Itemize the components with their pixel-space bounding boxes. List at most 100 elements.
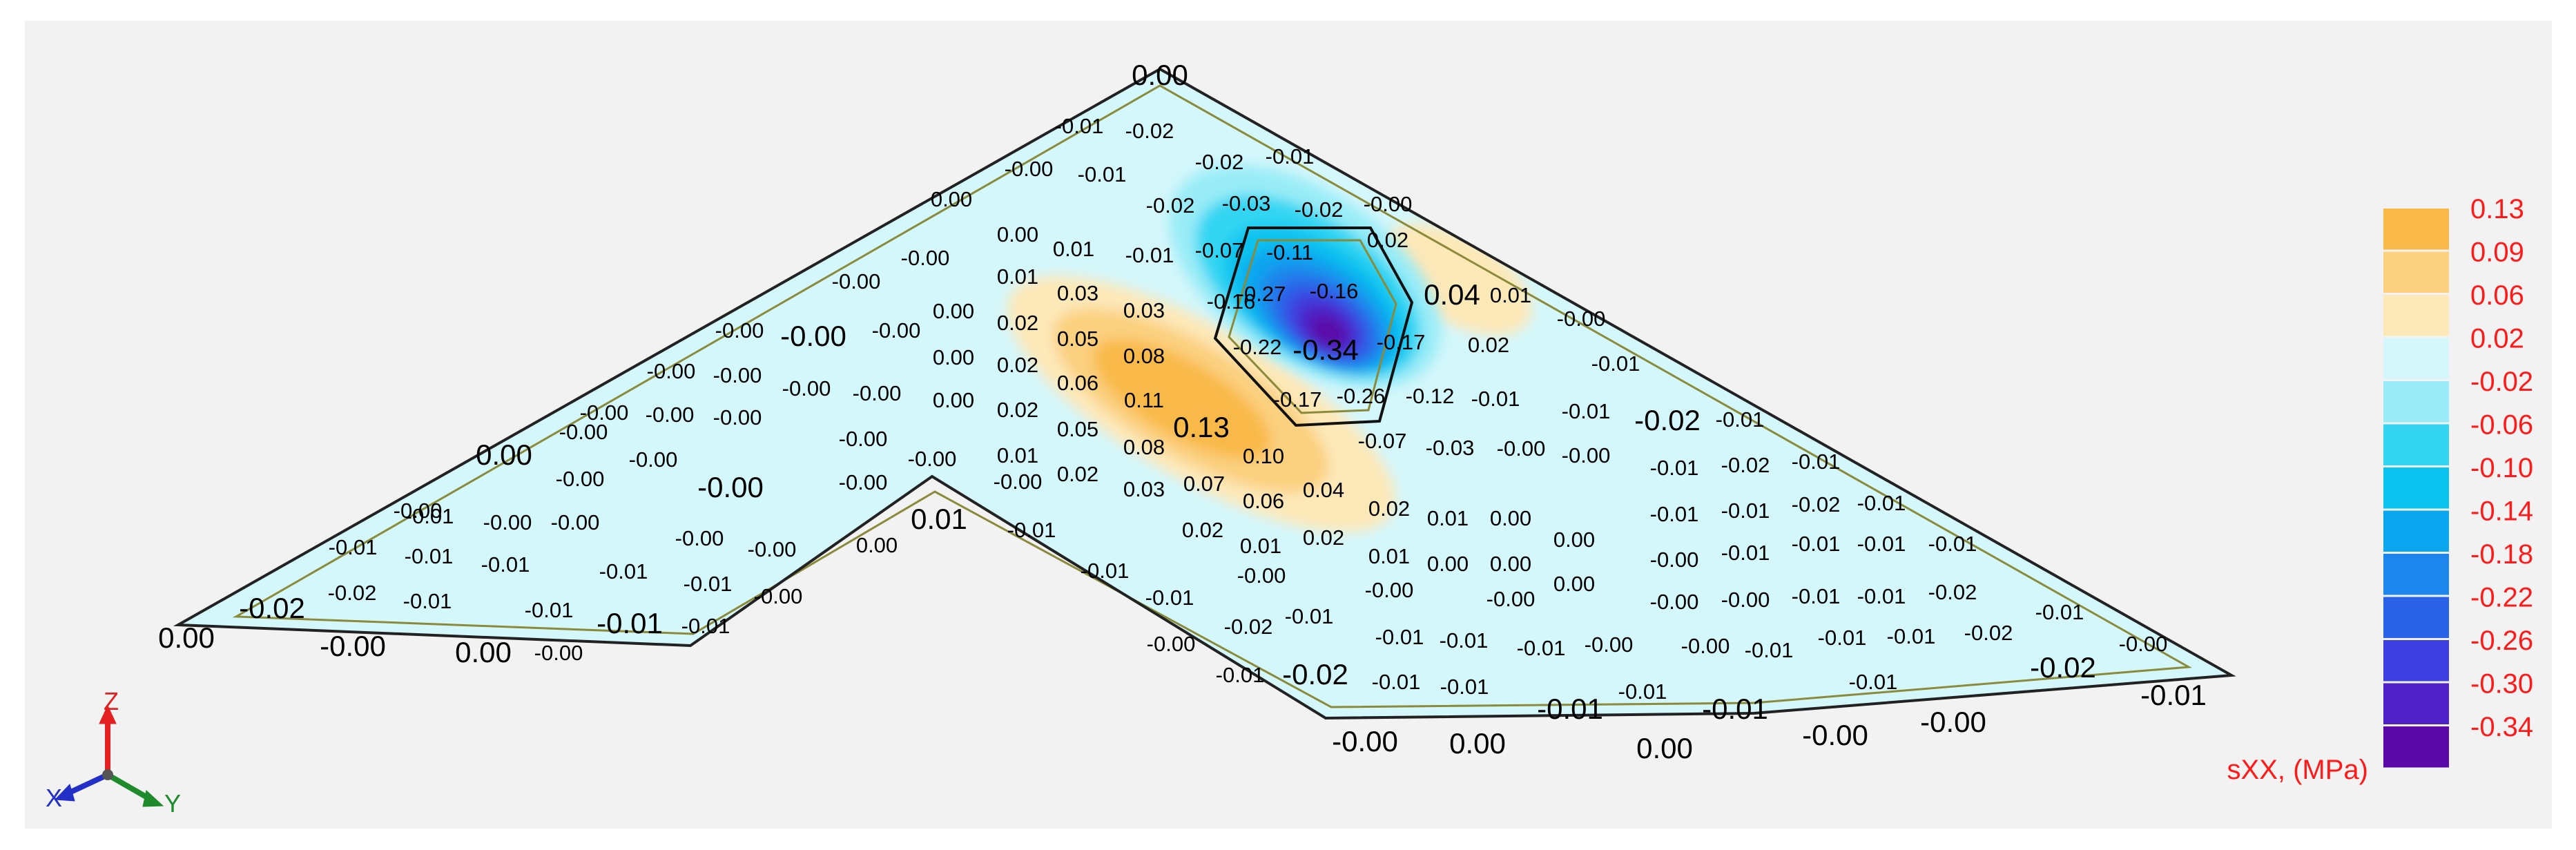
- contour-value-label: 0.02: [1468, 333, 1509, 357]
- contour-value-label: 0.07: [1183, 472, 1225, 496]
- contour-value-label: -0.02: [328, 581, 377, 605]
- contour-value-label: -0.01: [329, 535, 378, 559]
- contour-value-label: -0.00: [839, 427, 888, 451]
- legend-value: -0.22: [2470, 583, 2533, 613]
- legend-labels: 0.13 0.09 0.06 0.02 -0.02 -0.06 -0.10 -0.14 -0.1…: [2470, 194, 2533, 742]
- contour-value-label: -0.00: [713, 363, 762, 387]
- contour-value-label: 0.13: [1173, 411, 1230, 443]
- legend-swatch: [2383, 510, 2449, 552]
- contour-value-label: -0.00: [1486, 587, 1536, 611]
- contour-value-label: -0.00: [551, 510, 600, 534]
- contour-value-label: 0.02: [1303, 525, 1344, 550]
- contour-value-label: -0.07: [1195, 238, 1244, 262]
- contour-value-label: -0.01: [2140, 679, 2207, 711]
- legend-value: -0.34: [2470, 712, 2533, 742]
- contour-value-label: -0.01: [1857, 584, 1906, 608]
- column-support-hexagon: [1213, 226, 1414, 427]
- legend-value: -0.26: [2470, 626, 2533, 656]
- contour-value-label: -0.01: [684, 572, 733, 596]
- contour-value-label: 0.01: [1053, 237, 1094, 261]
- contour-value-label: 0.02: [997, 398, 1038, 422]
- contour-value-label: 0.00: [933, 299, 974, 323]
- contour-value-label: -0.00: [748, 537, 797, 561]
- plate-outline: [173, 67, 2236, 720]
- contour-band-0.06-upper: [1382, 224, 1532, 336]
- contour-value-label: 0.00: [1490, 506, 1531, 530]
- contour-value-label: -0.00: [839, 470, 888, 494]
- contour-value-label: -0.01: [1849, 670, 1898, 694]
- legend-value: 0.06: [2470, 280, 2524, 311]
- legend-value: -0.14: [2470, 496, 2533, 527]
- contour-value-label: 0.00: [1553, 528, 1595, 552]
- legend-swatch: [2383, 597, 2449, 638]
- contour-value-label: -0.03: [1222, 191, 1271, 215]
- legend-swatch: [2383, 295, 2449, 336]
- contour-value-label: -0.00: [901, 246, 950, 270]
- contour-value-label: -0.01: [1517, 636, 1566, 660]
- x-axis-arrow: [65, 772, 109, 797]
- contour-value-label: -0.01: [1650, 502, 1699, 526]
- legend-value: 0.13: [2470, 194, 2524, 224]
- contour-value-label: -0.27: [1237, 282, 1286, 306]
- y-axis-label: Y: [164, 789, 181, 818]
- contour-value-label: 0.00: [476, 438, 532, 471]
- contour-value-label: 0.00: [1553, 572, 1595, 596]
- contour-band-neg-0.34: [1310, 316, 1346, 347]
- contour-value-label: -0.00: [559, 420, 608, 444]
- contour-value-label: -0.01: [1375, 625, 1424, 649]
- contour-value-label: 0.01: [1427, 506, 1469, 530]
- contour-value-label: -0.01: [1721, 499, 1770, 523]
- contour-value-label: -0.22: [1233, 335, 1282, 359]
- contour-value-label: -0.01: [1928, 532, 1977, 556]
- contour-value-label: -0.01: [1055, 114, 1104, 138]
- contour-value-label: 0.02: [1182, 518, 1223, 542]
- stress-contours: [1007, 164, 1532, 532]
- contour-value-label: -0.01: [681, 614, 730, 638]
- contour-value-label: 0.02: [997, 353, 1038, 377]
- contour-value-label: -0.02: [1146, 193, 1195, 218]
- positive-stress-lobe: [1007, 224, 1532, 532]
- contour-value-label: -0.00: [1237, 563, 1286, 588]
- contour-value-label: -0.01: [1857, 532, 1906, 556]
- contour-value-label: -0.00: [534, 641, 583, 665]
- contour-value-label: 0.00: [933, 345, 974, 369]
- legend-value: 0.02: [2470, 324, 2524, 354]
- contour-value-label: -0.02: [1634, 404, 1701, 436]
- contour-value-label: -0.01: [403, 589, 452, 613]
- contour-value-label: -0.00: [320, 630, 386, 662]
- contour-value-label: -0.00: [872, 318, 921, 342]
- legend-swatch: [2383, 209, 2449, 250]
- contour-value-label: 0.00: [1427, 552, 1469, 576]
- contour-value-label: -0.00: [556, 467, 605, 491]
- contour-value-label: -0.16: [1207, 289, 1256, 313]
- contour-value-label: 0.03: [1057, 281, 1098, 305]
- contour-value-label: 0.03: [1123, 477, 1165, 501]
- legend-swatch: [2383, 726, 2449, 768]
- contour-value-label: -0.01: [1440, 628, 1489, 653]
- legend-value: -0.18: [2470, 539, 2533, 570]
- contour-value-label: -0.00: [483, 510, 532, 534]
- contour-value-label: -0.00: [697, 471, 764, 503]
- contour-value-label: -0.01: [1618, 679, 1667, 704]
- z-axis-arrowhead: [99, 704, 117, 724]
- contour-value-label: -0.01: [1216, 663, 1265, 687]
- contour-value-label: -0.02: [1964, 621, 2013, 645]
- legend-swatch: [2383, 251, 2449, 293]
- contour-value-label: 0.06: [1243, 489, 1284, 513]
- contour-value-label: -0.26: [1337, 384, 1386, 408]
- contour-value-label: -0.00: [1005, 157, 1054, 181]
- contour-value-label: -0.02: [1295, 197, 1344, 222]
- contour-value-label: 0.02: [997, 311, 1038, 335]
- contour-value-label: -0.00: [1365, 578, 1414, 602]
- contour-value-label: -0.01: [1818, 626, 1867, 650]
- contour-value-label: -0.00: [2119, 632, 2168, 656]
- contour-value-label: -0.00: [1650, 548, 1699, 572]
- contour-value-label: -0.00: [646, 403, 695, 427]
- contour-value-label: -0.34: [1292, 334, 1359, 366]
- contour-value-label: 0.01: [1490, 283, 1531, 307]
- color-legend: 0.13 0.09 0.06 0.02 -0.02 -0.06 -0.10 -0.14 -0.1…: [2227, 194, 2534, 785]
- contour-value-label: -0.02: [1224, 615, 1273, 639]
- legend-swatch: [2383, 381, 2449, 423]
- plate: [173, 67, 2236, 720]
- contour-value-label: -0.11: [1266, 240, 1313, 264]
